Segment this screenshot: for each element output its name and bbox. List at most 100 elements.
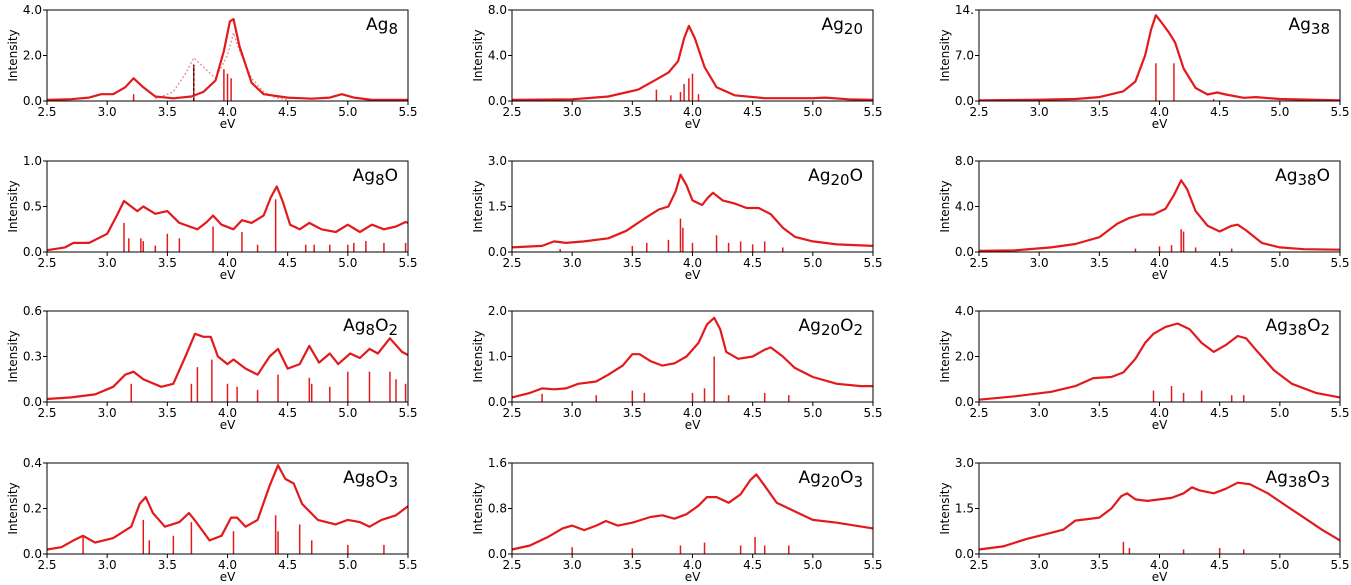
x-tick-label: 3.0 (1030, 256, 1049, 270)
x-tick-label: 4.5 (278, 105, 297, 119)
panel-title-ag38o3: Ag38O3 (1266, 468, 1330, 491)
x-tick-label: 5.5 (863, 256, 882, 270)
y-axis-label: Intensity (6, 330, 20, 382)
y-axis-label: Intensity (938, 330, 952, 382)
x-tick-label: 3.0 (98, 558, 117, 572)
x-tick-label: 4.0 (218, 558, 237, 572)
x-tick-label: 4.0 (1150, 558, 1169, 572)
y-axis-label: Intensity (471, 29, 485, 81)
x-axis-label: eV (685, 268, 701, 282)
x-tick-label: 3.0 (98, 256, 117, 270)
spectrum-curve-ag38o (978, 179, 1341, 252)
x-tick-label: 3.5 (623, 105, 642, 119)
y-tick-label: 0.0 (23, 547, 42, 561)
y-axis-label: Intensity (471, 180, 485, 232)
x-axis-label: eV (220, 117, 236, 131)
x-tick-label: 5.0 (803, 105, 822, 119)
x-tick-label: 4.0 (683, 558, 702, 572)
y-tick-label: 4.0 (488, 49, 507, 63)
x-tick-label: 2.5 (37, 256, 56, 270)
x-axis-label: eV (685, 570, 701, 584)
x-tick-label: 5.0 (803, 256, 822, 270)
y-tick-label: 0.5 (23, 200, 42, 214)
y-tick-label: 1.0 (488, 350, 507, 364)
x-tick-label: 4.5 (1210, 256, 1229, 270)
y-tick-label: 0.0 (488, 547, 507, 561)
panel-title-ag8o2: Ag8O2 (343, 316, 398, 339)
y-tick-label: 0.8 (488, 502, 507, 516)
x-tick-label: 4.0 (683, 406, 702, 420)
y-tick-label: 0.4 (23, 456, 42, 470)
panel-ag8o3: 2.5 3.0 3.5 4.0 4.5 5.0 5.5 0.0 0.2 0.4 eV Intensit… (6, 456, 418, 584)
y-axis-label: Intensity (471, 482, 485, 534)
x-tick-label: 5.0 (338, 558, 357, 572)
x-tick-label: 5.0 (803, 558, 822, 572)
spectrum-curve-ag38o3 (978, 481, 1341, 551)
x-axis-label: eV (685, 418, 701, 432)
x-tick-label: 3.5 (623, 406, 642, 420)
panel-title-ag20: Ag20 (821, 15, 863, 38)
spectrum-curve-ag20o (511, 173, 874, 249)
x-tick-label: 3.0 (1030, 105, 1049, 119)
x-tick-label: 5.5 (1330, 256, 1349, 270)
y-axis-label: Intensity (471, 330, 485, 382)
x-tick-label: 3.0 (563, 256, 582, 270)
x-tick-label: 4.0 (683, 105, 702, 119)
panel-title-ag20o3: Ag20O3 (799, 468, 863, 491)
x-tick-label: 5.5 (1330, 105, 1349, 119)
y-tick-label: 1.5 (955, 502, 974, 516)
panel-title-ag8o: Ag8O (353, 166, 398, 189)
y-tick-label: 0.2 (23, 502, 42, 516)
x-tick-label: 4.5 (743, 256, 762, 270)
x-tick-label: 3.0 (563, 406, 582, 420)
y-tick-label: 7.0 (955, 49, 974, 63)
x-tick-label: 5.0 (338, 256, 357, 270)
x-tick-label: 4.0 (218, 406, 237, 420)
x-tick-label: 4.5 (1210, 406, 1229, 420)
x-axis-label: eV (1152, 418, 1168, 432)
x-axis-label: eV (220, 418, 236, 432)
x-tick-label: 2.5 (969, 256, 988, 270)
x-axis-label: eV (1152, 117, 1168, 131)
x-tick-label: 5.5 (863, 105, 882, 119)
x-tick-label: 3.0 (1030, 406, 1049, 420)
x-tick-label: 3.0 (563, 105, 582, 119)
x-tick-label: 5.0 (1270, 406, 1289, 420)
x-tick-label: 4.5 (743, 105, 762, 119)
x-tick-label: 3.5 (1090, 406, 1109, 420)
y-tick-label: 0.0 (488, 245, 507, 259)
x-tick-label: 5.5 (863, 558, 882, 572)
x-tick-label: 4.5 (1210, 105, 1229, 119)
x-tick-label: 4.5 (278, 558, 297, 572)
y-tick-label: 2.0 (955, 350, 974, 364)
x-tick-label: 4.5 (743, 406, 762, 420)
panel-ag38o3: 2.5 3.0 3.5 4.0 4.5 5.0 5.5 0.0 1.5 3.0 eV Intensit… (938, 456, 1350, 584)
x-tick-label: 2.5 (502, 406, 521, 420)
x-tick-label: 5.5 (398, 105, 417, 119)
y-tick-label: 4.0 (955, 200, 974, 214)
panel-ag8o: 2.5 3.0 3.5 4.0 4.5 5.0 5.5 0.0 0.5 1.0 eV Intensit… (6, 154, 418, 282)
x-tick-label: 4.0 (1150, 406, 1169, 420)
spectrum-curve-ag8o3 (46, 464, 409, 551)
x-tick-label: 3.5 (623, 256, 642, 270)
y-tick-label: 8.0 (955, 154, 974, 168)
x-tick-label: 2.5 (969, 406, 988, 420)
panel-title-ag20o2: Ag20O2 (799, 316, 863, 339)
y-tick-label: 0.0 (955, 395, 974, 409)
spectrum-curve-ag20o3 (511, 473, 874, 551)
y-axis-label: Intensity (938, 482, 952, 534)
x-tick-label: 3.5 (1090, 105, 1109, 119)
spectrum-curve-ag38o2 (978, 322, 1341, 401)
x-tick-label: 3.5 (158, 105, 177, 119)
x-tick-label: 4.0 (1150, 256, 1169, 270)
axes-frame-ag38 (978, 9, 1341, 102)
x-tick-label: 3.5 (158, 256, 177, 270)
y-tick-label: 0.0 (488, 395, 507, 409)
x-tick-label: 3.0 (98, 406, 117, 420)
x-tick-label: 4.5 (278, 406, 297, 420)
y-tick-label: 1.5 (488, 200, 507, 214)
y-tick-label: 4.0 (23, 3, 42, 17)
y-axis-label: Intensity (938, 180, 952, 232)
x-tick-label: 3.5 (158, 558, 177, 572)
x-tick-label: 4.5 (743, 558, 762, 572)
